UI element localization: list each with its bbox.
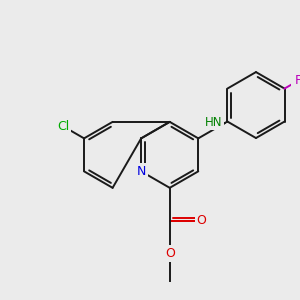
Text: F: F — [295, 74, 300, 87]
Text: Cl: Cl — [57, 120, 70, 133]
Text: N: N — [136, 165, 146, 178]
Text: HN: HN — [205, 116, 223, 129]
Text: O: O — [165, 247, 175, 260]
Text: O: O — [197, 214, 207, 227]
